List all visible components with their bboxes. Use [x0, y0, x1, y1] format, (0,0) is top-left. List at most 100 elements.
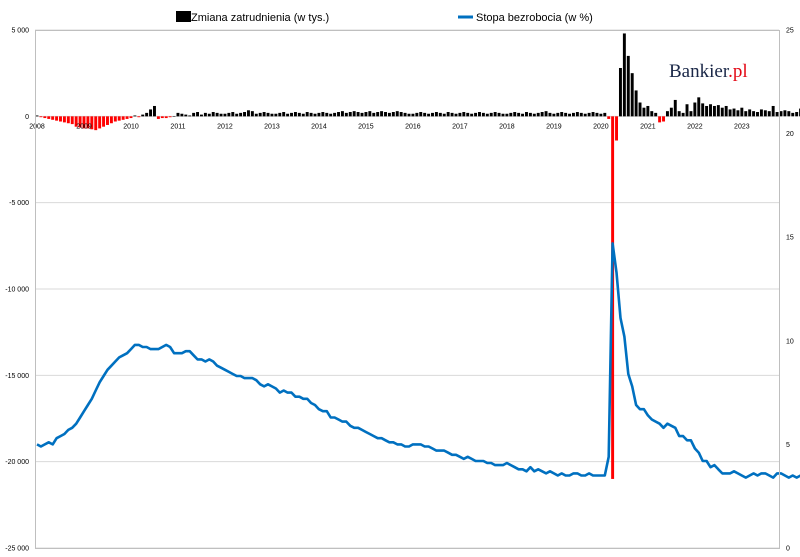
bar [90, 116, 94, 130]
bar [219, 113, 223, 117]
bar [137, 116, 141, 118]
bar [70, 116, 74, 125]
x-tick-label: 2019 [546, 123, 562, 130]
bar [333, 112, 337, 117]
bar [149, 109, 153, 117]
x-tick-label: 2022 [687, 123, 703, 130]
bar [685, 104, 689, 117]
right-tick-label: 0 [786, 546, 790, 553]
right-tick-label: 20 [786, 131, 794, 138]
bar [301, 113, 305, 117]
bar [650, 111, 654, 117]
bar [458, 112, 462, 117]
bar [791, 112, 795, 117]
bar [454, 113, 458, 117]
bar [82, 116, 86, 129]
bar [246, 110, 250, 117]
bar [548, 112, 552, 117]
bar [282, 112, 286, 117]
bar [153, 105, 156, 117]
x-tick-label: 2011 [170, 123, 185, 130]
x-tick-label: 2017 [452, 123, 468, 130]
bar [740, 107, 744, 117]
bar [438, 112, 442, 117]
bar [360, 112, 364, 117]
bar [501, 113, 505, 117]
bar [618, 67, 622, 117]
bar [579, 112, 583, 117]
bar [337, 112, 340, 117]
bar [536, 112, 540, 117]
bar [591, 112, 595, 117]
bar [387, 112, 391, 117]
x-tick-label: 2008 [29, 123, 45, 130]
bar [607, 116, 611, 119]
bar [779, 111, 783, 117]
bar [693, 102, 697, 117]
bar [603, 112, 607, 117]
bar [125, 116, 129, 119]
bar [78, 116, 82, 128]
bar [223, 113, 227, 117]
bar [654, 112, 658, 117]
bar [505, 113, 509, 117]
bar [305, 112, 309, 117]
bar [638, 102, 642, 117]
bar [176, 112, 180, 117]
bar [744, 111, 748, 117]
bar [329, 113, 333, 117]
bar [344, 112, 348, 117]
svg-text:Bankier.pl: Bankier.pl [669, 61, 748, 82]
right-tick-label: 10 [786, 338, 794, 345]
bar [372, 112, 376, 117]
legend-line-label: Stopa bezrobocia (w %) [476, 12, 593, 24]
bar [626, 55, 630, 117]
bar [156, 116, 160, 119]
bar [215, 112, 219, 117]
bar [697, 97, 701, 117]
bar [235, 113, 239, 117]
bar [681, 112, 685, 117]
bar [399, 112, 403, 117]
bar [509, 112, 513, 117]
bar [583, 113, 587, 117]
bar [192, 112, 196, 117]
bar [724, 105, 728, 117]
bar [184, 114, 188, 117]
bar [145, 112, 149, 117]
bar [419, 112, 423, 117]
bar [462, 112, 466, 117]
bar [325, 112, 329, 117]
bar [407, 113, 411, 117]
bar [525, 112, 528, 117]
bar [568, 113, 572, 117]
brand-logo: Bankier.pl [669, 61, 748, 82]
bar [55, 116, 59, 121]
left-tick-label: 5 000 [11, 28, 29, 35]
bar [658, 116, 662, 123]
bar [270, 113, 274, 117]
bar [376, 112, 380, 117]
x-tick-label: 2009 [76, 123, 92, 130]
bar [321, 112, 325, 117]
bar [415, 112, 419, 117]
bar [102, 116, 106, 127]
bar [340, 111, 344, 117]
left-tick-label: -25 000 [5, 546, 29, 553]
bar [160, 116, 164, 119]
legend-bar-swatch [176, 11, 191, 22]
bar [712, 105, 716, 117]
bar [227, 112, 231, 117]
bar [752, 111, 756, 117]
bar [258, 112, 262, 117]
bar [199, 114, 203, 117]
bar [196, 112, 200, 117]
bar [446, 112, 450, 117]
bar [528, 112, 532, 117]
bar [43, 116, 47, 119]
bar [517, 112, 521, 117]
bar [748, 109, 752, 117]
bar [513, 112, 517, 117]
bar [250, 111, 254, 117]
unemployment-rate-line [36, 242, 800, 479]
